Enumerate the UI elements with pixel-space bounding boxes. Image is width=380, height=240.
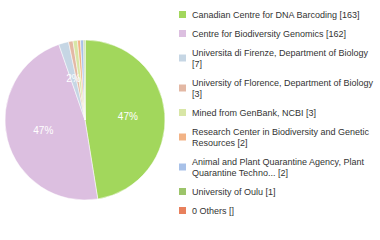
svg-text:2%: 2% (66, 73, 81, 84)
svg-text:47%: 47% (33, 125, 53, 136)
svg-text:Canadian Centre for DNA Barcod: Canadian Centre for DNA Barcoding [163] (192, 10, 360, 20)
svg-text:Mined from GenBank, NCBI [3]: Mined from GenBank, NCBI [3] (192, 108, 316, 118)
svg-text:0 Others []: 0 Others [] (192, 206, 234, 216)
svg-text:[7]: [7] (192, 59, 202, 69)
svg-text:Animal and Plant Quarantine Ag: Animal and Plant Quarantine Agency, Plan… (192, 157, 366, 167)
svg-text:University of Florence, Depart: University of Florence, Department of Bi… (192, 78, 376, 88)
svg-text:Centre for Biodiversity Genomi: Centre for Biodiversity Genomics [162] (192, 29, 346, 39)
svg-text:Quarantine Techno... [2]: Quarantine Techno... [2] (192, 168, 288, 178)
svg-text:University of Oulu [1]: University of Oulu [1] (192, 187, 276, 197)
svg-text:Resources [2]: Resources [2] (192, 138, 248, 148)
svg-text:Universita di Firenze, Departm: Universita di Firenze, Department of Bio… (192, 48, 371, 58)
svg-text:[3]: [3] (192, 89, 202, 99)
svg-text:47%: 47% (118, 111, 138, 122)
svg-text:Research Center in Biodiversit: Research Center in Biodiversity and Gene… (192, 127, 372, 137)
